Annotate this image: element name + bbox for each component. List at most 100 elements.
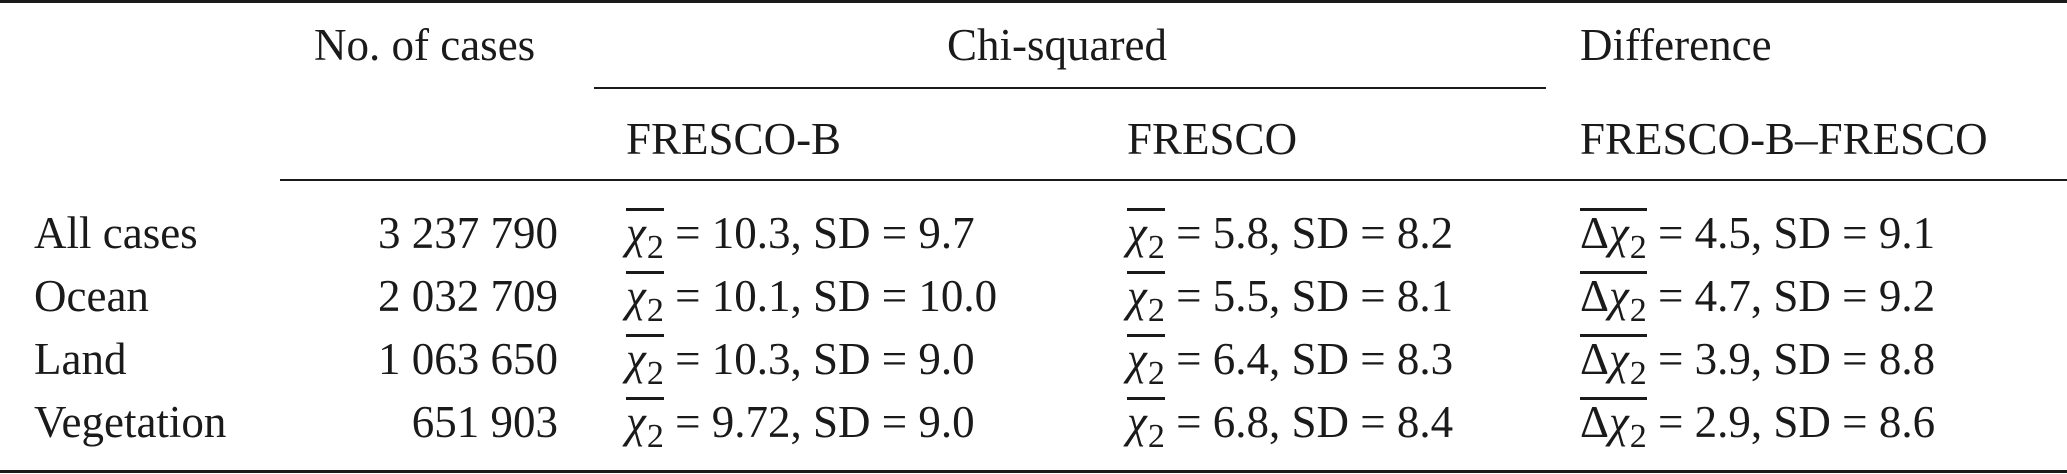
- chi-symbol: χ: [1127, 208, 1147, 258]
- bottom-rule: [0, 470, 2067, 473]
- chi-squared-mean-symbol: χ2: [626, 271, 664, 328]
- chi-subscript: 2: [1147, 229, 1165, 266]
- mean-value: 6.8: [1212, 397, 1269, 447]
- mean-value: 10.3: [711, 334, 791, 384]
- sd-prefix: , SD =: [1750, 334, 1879, 384]
- equals-sign: =: [1646, 397, 1695, 447]
- fresco-chi-squared-cell: χ2 = 5.5, SD = 8.1: [1127, 271, 1454, 328]
- chi-squared-group-rule: [594, 87, 1546, 89]
- chi-squared-mean-symbol: χ2: [626, 397, 664, 454]
- overline-mark: [1580, 208, 1647, 211]
- delta-chi-squared-mean-symbol: Δχ2: [1580, 208, 1647, 265]
- overline-mark: [626, 397, 664, 400]
- sd-value: 8.3: [1396, 334, 1454, 384]
- row-case-count: 3 237 790: [378, 208, 558, 258]
- chi-squared-mean-symbol: χ2: [1127, 397, 1165, 454]
- delta-chi-squared-mean-symbol: Δχ2: [1580, 271, 1647, 328]
- overline-mark: [626, 334, 664, 337]
- mean-value: 2.9: [1694, 397, 1751, 447]
- delta-symbol: Δ: [1580, 397, 1609, 447]
- equals-sign: =: [1164, 334, 1213, 384]
- mean-value: 4.5: [1694, 208, 1751, 258]
- mean-value: 6.4: [1212, 334, 1269, 384]
- chi-subscript: 2: [1629, 229, 1647, 266]
- row-label: All cases: [34, 208, 198, 258]
- fresco-b-chi-squared-cell: χ2 = 10.3, SD = 9.0: [626, 334, 975, 391]
- sd-prefix: , SD =: [1750, 271, 1879, 321]
- sd-prefix: , SD =: [1750, 208, 1879, 258]
- mean-value: 9.72: [711, 397, 791, 447]
- header-fresco: FRESCO: [1127, 114, 1298, 164]
- header-chi-squared: Chi-squared: [947, 20, 1167, 70]
- top-rule: [0, 0, 2067, 3]
- sd-value: 9.7: [918, 208, 975, 258]
- sd-prefix: , SD =: [1268, 334, 1397, 384]
- header-difference: Difference: [1580, 20, 1772, 70]
- equals-sign: =: [1164, 271, 1213, 321]
- mean-value: 3.9: [1694, 334, 1751, 384]
- chi-subscript: 2: [1147, 292, 1165, 329]
- equals-sign: =: [1164, 208, 1213, 258]
- overline-mark: [1127, 271, 1165, 274]
- equals-sign: =: [663, 208, 712, 258]
- row-case-count: 1 063 650: [378, 334, 558, 384]
- header-fresco-b: FRESCO-B: [626, 114, 842, 164]
- mean-value: 10.3: [711, 208, 791, 258]
- row-label: Land: [34, 334, 127, 384]
- sd-prefix: , SD =: [790, 208, 919, 258]
- sd-prefix: , SD =: [1268, 208, 1397, 258]
- equals-sign: =: [663, 334, 712, 384]
- equals-sign: =: [1646, 208, 1695, 258]
- mean-value: 4.7: [1694, 271, 1751, 321]
- chi-symbol: χ: [1127, 397, 1147, 447]
- fresco-b-chi-squared-cell: χ2 = 9.72, SD = 9.0: [626, 397, 975, 454]
- difference-cell: Δχ2 = 4.5, SD = 9.1: [1580, 208, 1936, 265]
- delta-symbol: Δ: [1580, 271, 1609, 321]
- overline-mark: [1580, 334, 1647, 337]
- sd-value: 10.0: [918, 271, 998, 321]
- sd-value: 8.8: [1878, 334, 1936, 384]
- sd-prefix: , SD =: [1268, 397, 1397, 447]
- overline-mark: [1127, 334, 1165, 337]
- chi-symbol: χ: [1608, 271, 1629, 321]
- fresco-b-chi-squared-cell: χ2 = 10.1, SD = 10.0: [626, 271, 998, 328]
- sd-value: 8.2: [1396, 208, 1454, 258]
- chi-symbol: χ: [626, 334, 646, 384]
- mean-value: 10.1: [711, 271, 791, 321]
- overline-mark: [1580, 397, 1647, 400]
- sd-prefix: , SD =: [1750, 397, 1879, 447]
- overline-mark: [626, 271, 664, 274]
- chi-subscript: 2: [646, 355, 664, 392]
- chi-subscript: 2: [1147, 355, 1165, 392]
- overline-mark: [1580, 271, 1647, 274]
- sd-prefix: , SD =: [790, 397, 919, 447]
- sd-value: 8.4: [1396, 397, 1454, 447]
- delta-symbol: Δ: [1580, 208, 1609, 258]
- chi-squared-mean-symbol: χ2: [626, 334, 664, 391]
- chi-symbol: χ: [1608, 397, 1629, 447]
- sd-prefix: , SD =: [1268, 271, 1397, 321]
- fresco-chi-squared-cell: χ2 = 6.4, SD = 8.3: [1127, 334, 1454, 391]
- delta-chi-squared-mean-symbol: Δχ2: [1580, 397, 1647, 454]
- chi-squared-mean-symbol: χ2: [1127, 334, 1165, 391]
- header-bottom-rule: [280, 179, 2067, 181]
- chi-symbol: χ: [1608, 334, 1629, 384]
- row-label: Ocean: [34, 271, 149, 321]
- overline-mark: [1127, 397, 1165, 400]
- equals-sign: =: [1646, 334, 1695, 384]
- equals-sign: =: [1646, 271, 1695, 321]
- sd-value: 9.1: [1878, 208, 1936, 258]
- sd-value: 8.1: [1396, 271, 1454, 321]
- fresco-b-chi-squared-cell: χ2 = 10.3, SD = 9.7: [626, 208, 975, 265]
- chi-symbol: χ: [626, 208, 646, 258]
- mean-value: 5.8: [1212, 208, 1269, 258]
- chi-symbol: χ: [1127, 334, 1147, 384]
- equals-sign: =: [663, 397, 712, 447]
- fresco-chi-squared-cell: χ2 = 6.8, SD = 8.4: [1127, 397, 1454, 454]
- difference-cell: Δχ2 = 3.9, SD = 8.8: [1580, 334, 1936, 391]
- chi-symbol: χ: [626, 397, 646, 447]
- equals-sign: =: [663, 271, 712, 321]
- sd-value: 8.6: [1878, 397, 1936, 447]
- delta-chi-squared-mean-symbol: Δχ2: [1580, 334, 1647, 391]
- sd-value: 9.0: [918, 334, 975, 384]
